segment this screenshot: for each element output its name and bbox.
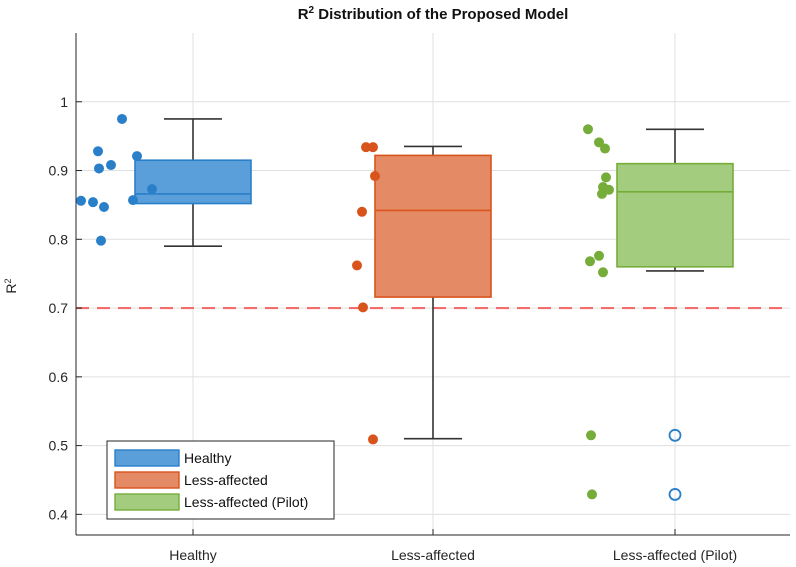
data-point-0 <box>96 235 106 246</box>
data-point-2 <box>583 124 593 135</box>
outlier-marker <box>668 428 682 442</box>
legend-entry-label: Less-affected (Pilot) <box>184 494 308 510</box>
boxplot-layer <box>134 118 734 501</box>
box-iqr <box>616 162 734 268</box>
y-tick-label: 0.8 <box>49 231 69 247</box>
data-point-0 <box>94 163 104 174</box>
data-point-2 <box>601 172 611 183</box>
legend-swatch <box>114 471 180 489</box>
y-tick-label: 0.9 <box>49 163 69 179</box>
y-tick-label: 0.5 <box>49 438 69 454</box>
legend: Healthy Less-affected Less-affected (Pilot… <box>106 440 335 520</box>
data-point-1 <box>357 206 367 217</box>
y-tick-label: 1 <box>60 94 68 110</box>
data-point-1 <box>368 142 378 153</box>
y-axis-label: R2 <box>3 278 19 293</box>
data-point-1 <box>368 434 378 445</box>
data-point-0 <box>99 201 109 212</box>
x-tick-label: Healthy <box>169 547 216 563</box>
chart-title-main: R <box>298 6 309 23</box>
box-iqr <box>134 159 252 205</box>
y-tick-label: 0.4 <box>49 506 69 522</box>
data-point-0 <box>128 195 138 206</box>
data-point-0 <box>147 184 157 195</box>
chart-title-superscript: 2 <box>309 5 315 16</box>
data-point-1 <box>361 142 371 153</box>
scatter-layer <box>76 113 614 500</box>
x-tick-label: Less-affected (Pilot) <box>613 547 737 563</box>
outlier-marker <box>668 488 682 501</box>
legend-entry-label: Less-affected <box>184 472 268 488</box>
data-point-0 <box>132 151 142 162</box>
data-point-2 <box>587 489 597 500</box>
data-point-2 <box>594 137 604 148</box>
data-point-2 <box>598 267 608 278</box>
data-point-0 <box>76 195 86 206</box>
legend-swatch <box>114 493 180 511</box>
data-point-1 <box>370 171 380 182</box>
y-axis-label-main: R <box>3 283 19 293</box>
box-iqr <box>374 154 492 298</box>
data-point-1 <box>358 302 368 313</box>
data-point-1 <box>352 260 362 271</box>
boxplot-1 <box>374 145 492 440</box>
data-point-0 <box>93 146 103 157</box>
legend-entry-label: Healthy <box>184 450 231 466</box>
data-point-2 <box>586 430 596 441</box>
x-tick-label: Less-affected <box>391 547 475 563</box>
y-tick-label: 0.6 <box>49 369 69 385</box>
data-point-2 <box>597 188 607 199</box>
data-point-2 <box>594 250 604 261</box>
data-point-2 <box>585 256 595 267</box>
boxplot-0 <box>134 118 252 247</box>
chart-title: R2 Distribution of the Proposed Model <box>298 5 569 23</box>
y-axis-label-superscript: 2 <box>3 278 13 283</box>
data-point-0 <box>88 197 98 208</box>
data-point-0 <box>117 113 127 124</box>
data-point-2 <box>600 143 610 154</box>
axis-layer: 0.4 0.5 0.6 0.7 0.8 0.9 1 Healthy Less-affected L… <box>49 33 790 563</box>
y-tick-label: 0.7 <box>49 300 69 316</box>
legend-swatch <box>114 449 180 467</box>
chart-title-rest: Distribution of the Proposed Model <box>314 6 568 23</box>
data-point-0 <box>106 160 116 171</box>
boxplot-2 <box>616 128 734 501</box>
